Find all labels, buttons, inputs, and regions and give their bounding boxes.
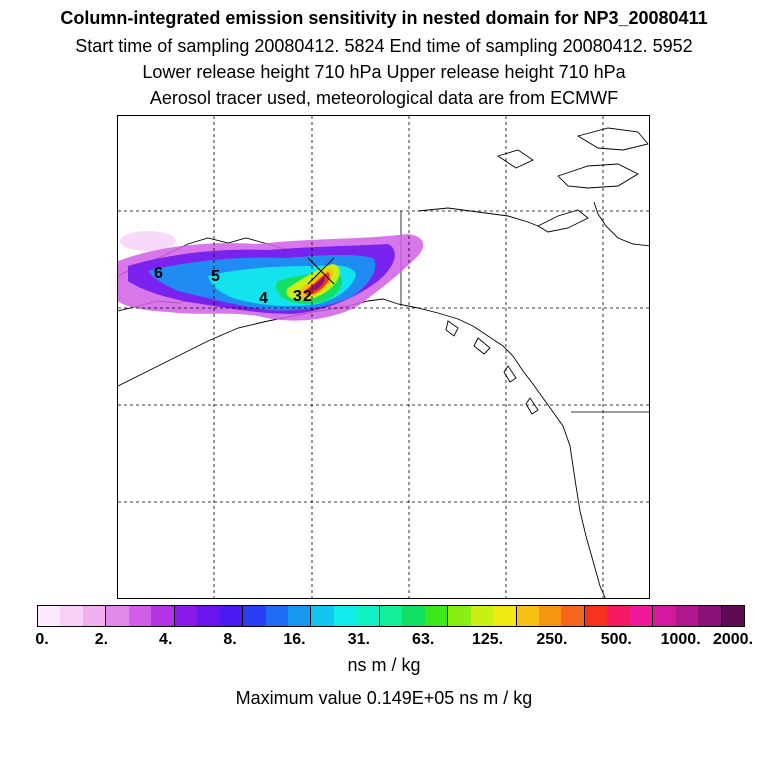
colorbar-swatch [721, 606, 745, 626]
colorbar-swatch [653, 606, 676, 626]
maximum-value: Maximum value 0.149E+05 ns m / kg [235, 688, 533, 708]
colorbar-swatch [197, 606, 220, 626]
map-canvas: 6 5 4 3 2 [118, 116, 649, 598]
colorbar-swatch [82, 606, 107, 626]
colorbar-swatch [607, 606, 630, 626]
cluster-label-3: 3 [293, 288, 302, 305]
colorbar-swatch [538, 606, 562, 626]
colorbar-swatch [675, 606, 699, 626]
colorbar-tick-label: 63. [412, 631, 435, 648]
colorbar [37, 605, 745, 627]
graticule [118, 116, 649, 598]
colorbar-tick-label: 8. [223, 631, 237, 648]
colorbar-swatch [584, 606, 608, 626]
cluster-label-4: 4 [259, 290, 268, 307]
colorbar-tick-label: 2. [94, 631, 109, 648]
borders [400, 211, 649, 413]
colorbar-swatch [493, 606, 517, 626]
colorbar-tick-label: 0. [35, 631, 49, 648]
sampling-time-line: Start time of sampling 20080412. 5824 En… [75, 36, 693, 56]
colorbar-tick-label: 31. [347, 631, 370, 648]
colorbar-tick-label: 1000. [660, 631, 701, 648]
map-panel: 6 5 4 3 2 [117, 115, 650, 599]
colorbar-swatch [629, 606, 654, 626]
colorbar-swatch [60, 606, 83, 626]
colorbar-swatch [698, 606, 722, 626]
cluster-label-2: 2 [303, 288, 312, 305]
colorbar-swatch [38, 606, 61, 626]
colorbar-swatch [424, 606, 449, 626]
colorbar-tick-label: 2000. [712, 631, 754, 648]
cluster-label-6: 6 [154, 265, 163, 282]
colorbar-swatch [311, 606, 334, 626]
colorbar-swatch [448, 606, 471, 626]
sensitivity-plume [118, 231, 424, 321]
colorbar-swatch [219, 606, 244, 626]
colorbar-swatch [516, 606, 539, 626]
colorbar-swatch [106, 606, 129, 626]
colorbar-swatch [402, 606, 425, 626]
colorbar-swatch [174, 606, 198, 626]
figure-title: Column-integrated emission sensitivity i… [60, 8, 708, 28]
colorbar-units: ns m / kg [347, 655, 421, 675]
colorbar-swatch [356, 606, 380, 626]
colorbar-swatch [128, 606, 152, 626]
colorbar-swatch [243, 606, 266, 626]
tracer-info-line: Aerosol tracer used, meteorological data… [149, 88, 619, 108]
colorbar-tick-label: 125. [471, 631, 504, 648]
cluster-label-5: 5 [211, 268, 220, 285]
colorbar-swatch [379, 606, 403, 626]
colorbar-swatch [333, 606, 357, 626]
colorbar-tick-label: 16. [283, 631, 306, 648]
colorbar-swatch [561, 606, 585, 626]
colorbar-swatch [287, 606, 312, 626]
release-height-line: Lower release height 710 hPa Upper relea… [142, 62, 626, 82]
colorbar-tick-label: 500. [600, 631, 632, 648]
colorbar-swatch [265, 606, 288, 626]
colorbar-swatch [470, 606, 494, 626]
colorbar-tick-label: 250. [536, 631, 568, 648]
release-location-cross [307, 257, 335, 285]
coastlines [118, 127, 649, 598]
colorbar-tick-label: 4. [159, 631, 173, 648]
colorbar-swatch [151, 606, 175, 626]
